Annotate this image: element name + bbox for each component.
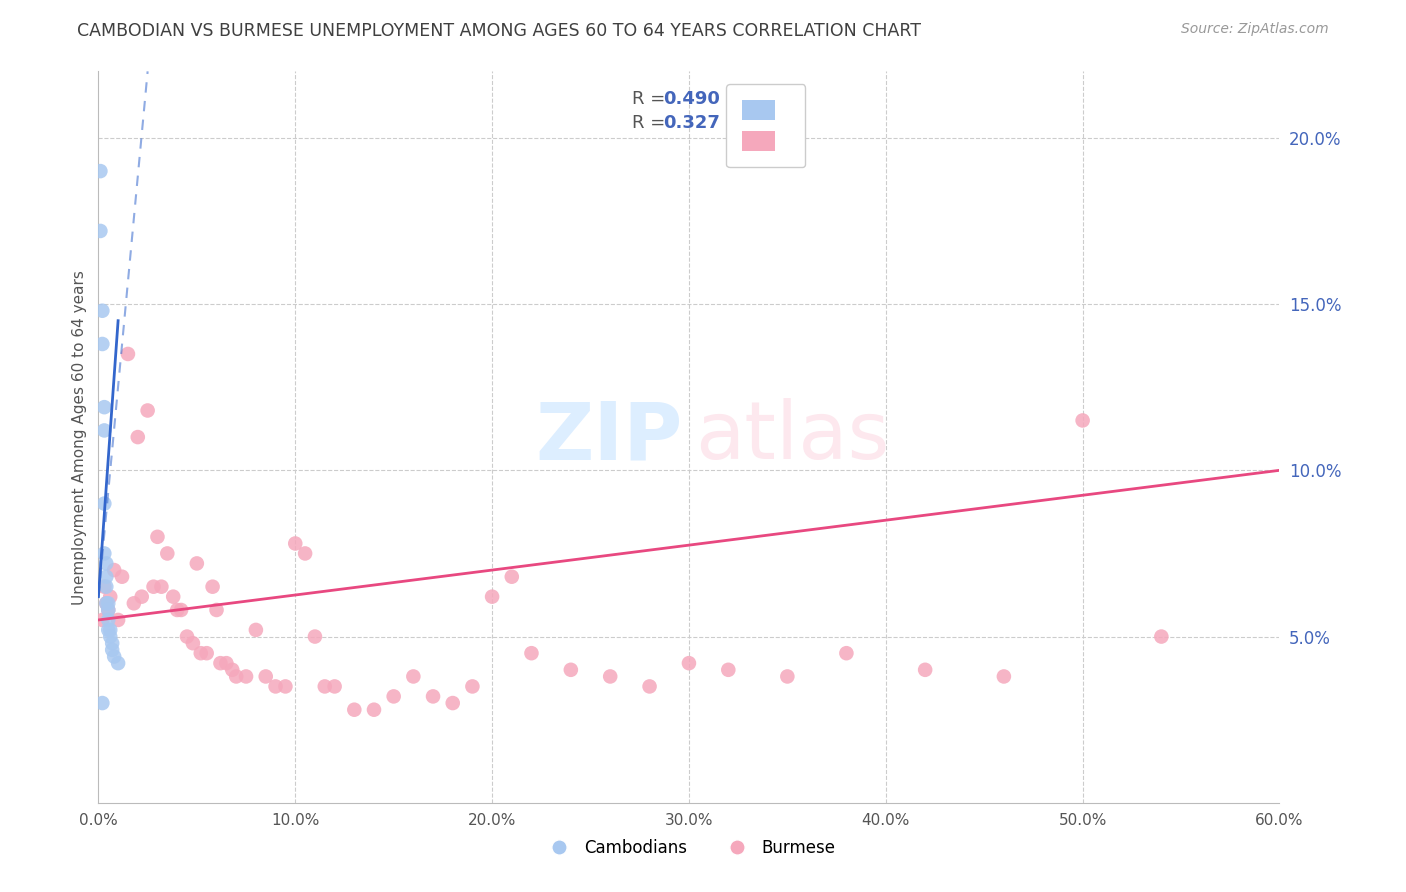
Point xyxy=(254,669,277,683)
Point xyxy=(93,424,115,438)
Point xyxy=(97,623,120,637)
Point xyxy=(323,680,346,694)
Point xyxy=(304,630,326,644)
Point xyxy=(122,596,145,610)
Point xyxy=(96,596,118,610)
Point xyxy=(205,603,228,617)
Text: 0.490: 0.490 xyxy=(664,90,720,108)
Legend: Cambodians, Burmese: Cambodians, Burmese xyxy=(536,832,842,864)
Text: R =: R = xyxy=(633,90,671,108)
Text: ZIP: ZIP xyxy=(536,398,683,476)
Point xyxy=(96,557,118,571)
Point xyxy=(93,497,115,511)
Text: 62: 62 xyxy=(768,113,793,131)
Point xyxy=(481,590,503,604)
Point xyxy=(103,649,125,664)
Point xyxy=(678,656,700,670)
Point xyxy=(314,680,336,694)
Point xyxy=(91,613,114,627)
Point xyxy=(363,703,385,717)
Point xyxy=(176,630,198,644)
Point xyxy=(284,536,307,550)
Point xyxy=(91,337,114,351)
Point xyxy=(97,613,120,627)
Text: N =: N = xyxy=(724,113,782,131)
Point xyxy=(274,680,297,694)
Point xyxy=(560,663,582,677)
Point xyxy=(264,680,287,694)
Text: CAMBODIAN VS BURMESE UNEMPLOYMENT AMONG AGES 60 TO 64 YEARS CORRELATION CHART: CAMBODIAN VS BURMESE UNEMPLOYMENT AMONG … xyxy=(77,22,921,40)
Point xyxy=(107,656,129,670)
Point xyxy=(717,663,740,677)
Point xyxy=(91,696,114,710)
Point xyxy=(235,669,257,683)
Point xyxy=(835,646,858,660)
Point xyxy=(146,530,169,544)
Point xyxy=(209,656,232,670)
Point xyxy=(245,623,267,637)
Point xyxy=(343,703,366,717)
Point xyxy=(117,347,139,361)
Point xyxy=(89,164,111,178)
Point xyxy=(382,690,405,704)
Point xyxy=(103,563,125,577)
Point xyxy=(599,669,621,683)
Point xyxy=(294,546,316,560)
Point xyxy=(98,590,121,604)
Text: Source: ZipAtlas.com: Source: ZipAtlas.com xyxy=(1181,22,1329,37)
Point xyxy=(93,546,115,560)
Point xyxy=(638,680,661,694)
Point xyxy=(181,636,204,650)
Text: 0.327: 0.327 xyxy=(664,113,720,131)
Point xyxy=(96,596,118,610)
Point xyxy=(221,663,243,677)
Point xyxy=(101,636,124,650)
Point xyxy=(186,557,208,571)
Point xyxy=(97,596,120,610)
Point xyxy=(170,603,193,617)
Point xyxy=(98,623,121,637)
Point xyxy=(96,580,118,594)
Point xyxy=(93,400,115,414)
Point xyxy=(501,570,523,584)
Point xyxy=(107,613,129,627)
Point xyxy=(1071,413,1094,427)
Text: atlas: atlas xyxy=(695,398,889,476)
Text: R =: R = xyxy=(633,113,671,131)
Point xyxy=(422,690,444,704)
Point xyxy=(91,303,114,318)
Point xyxy=(97,603,120,617)
Point xyxy=(441,696,464,710)
Point xyxy=(166,603,188,617)
Text: 23: 23 xyxy=(768,90,793,108)
Point xyxy=(101,643,124,657)
Point xyxy=(97,603,120,617)
Point xyxy=(195,646,218,660)
Point xyxy=(96,570,118,584)
Point xyxy=(136,403,159,417)
Point xyxy=(1150,630,1173,644)
Point xyxy=(142,580,165,594)
Point xyxy=(461,680,484,694)
Point xyxy=(93,580,115,594)
Point xyxy=(131,590,153,604)
Text: N =: N = xyxy=(724,90,782,108)
Point xyxy=(162,590,184,604)
Point xyxy=(776,669,799,683)
Point xyxy=(127,430,149,444)
Point xyxy=(89,224,111,238)
Point xyxy=(914,663,936,677)
Point xyxy=(190,646,212,660)
Point xyxy=(215,656,238,670)
Point xyxy=(156,546,179,560)
Point xyxy=(111,570,134,584)
Y-axis label: Unemployment Among Ages 60 to 64 years: Unemployment Among Ages 60 to 64 years xyxy=(72,269,87,605)
Point xyxy=(150,580,173,594)
Point xyxy=(225,669,247,683)
Point xyxy=(993,669,1015,683)
Point xyxy=(98,630,121,644)
Point xyxy=(402,669,425,683)
Point xyxy=(201,580,224,594)
Point xyxy=(520,646,543,660)
